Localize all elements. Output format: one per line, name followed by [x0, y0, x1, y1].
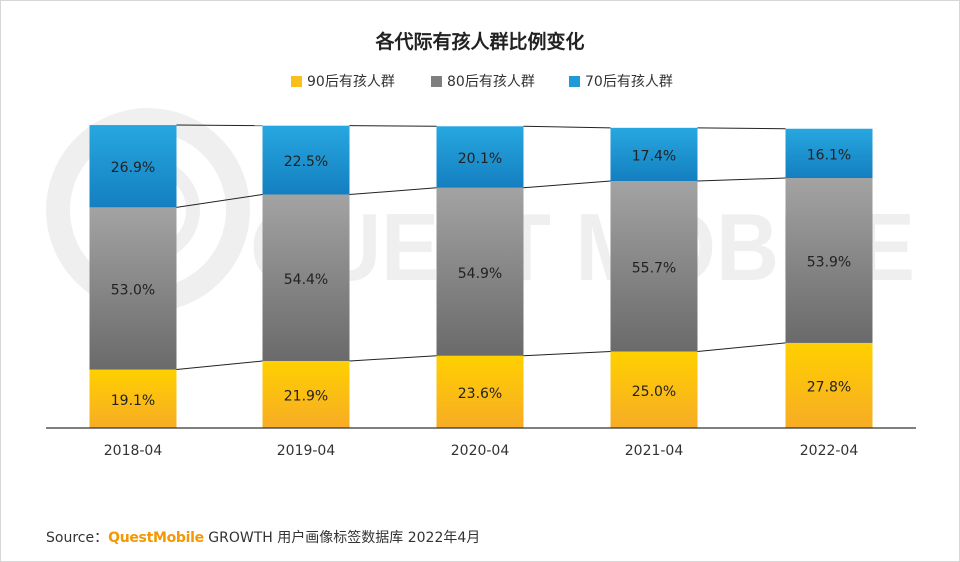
bar-y90-2020-04 — [436, 355, 524, 428]
bar-y70-2022-04 — [785, 128, 873, 178]
value-label-y70-2022-04: 16.1% — [807, 147, 851, 163]
x-tick-2019-04: 2019-04 — [277, 443, 336, 459]
source-note: Source：QuestMobile GROWTH 用户画像标签数据库 2022… — [46, 527, 480, 547]
connector-lines — [176, 124, 786, 371]
value-label-y70-2020-04: 20.1% — [458, 151, 502, 167]
legend-label-y80: 80后有孩人群 — [447, 74, 535, 90]
bar-y90-2018-04 — [89, 369, 177, 428]
connector-b2-2 — [523, 180, 611, 189]
legend-label-y70: 70后有孩人群 — [585, 74, 673, 90]
bar-y80-2021-04 — [610, 181, 698, 352]
value-label-y90-2018-04: 19.1% — [111, 393, 155, 409]
value-label-y80-2019-04: 54.4% — [284, 272, 328, 288]
connector-b3-0 — [176, 124, 263, 127]
value-label-y80-2022-04: 53.9% — [807, 254, 851, 270]
legend: 90后有孩人群 80后有孩人群 70后有孩人群 — [291, 74, 673, 90]
bar-y80-2020-04 — [436, 187, 524, 356]
x-axis-ticks: 2018-04 2019-04 2020-04 2021-04 2022-04 — [104, 443, 859, 459]
connector-b2-3 — [697, 177, 786, 182]
value-label-y80-2018-04: 53.0% — [111, 282, 155, 298]
value-label-y90-2019-04: 21.9% — [284, 388, 328, 404]
x-tick-2020-04: 2020-04 — [451, 443, 510, 459]
source-text: GROWTH 用户画像标签数据库 2022年4月 — [203, 530, 481, 546]
value-label-y70-2019-04: 22.5% — [284, 154, 328, 170]
value-label-y90-2022-04: 27.8% — [807, 379, 851, 395]
bar-y80-2019-04 — [262, 194, 350, 361]
value-label-y80-2021-04: 55.7% — [632, 260, 676, 276]
value-label-y80-2020-04: 54.9% — [458, 266, 502, 282]
value-label-y70-2021-04: 17.4% — [632, 148, 676, 164]
bar-y70-2018-04 — [89, 125, 177, 208]
bar-y90-2021-04 — [610, 351, 698, 428]
connector-b2-1 — [349, 187, 437, 196]
connector-b1-3 — [697, 342, 786, 352]
legend-swatch-y90 — [291, 76, 302, 87]
connector-b2-0 — [176, 194, 263, 208]
bar-y90-2019-04 — [262, 360, 350, 428]
connector-b1-2 — [523, 351, 611, 357]
bar-y80-2018-04 — [89, 207, 177, 370]
bars: 19.1% 53.0% 26.9% 21.9% 54.4% 22.5% 23.6% 54.9%… — [89, 125, 873, 428]
legend-swatch-y80 — [431, 76, 442, 87]
x-tick-2022-04: 2022-04 — [800, 443, 859, 459]
source-brand: QuestMobile — [108, 530, 204, 546]
x-tick-2018-04: 2018-04 — [104, 443, 163, 459]
bar-y70-2021-04 — [610, 127, 698, 182]
source-prefix: Source： — [46, 530, 109, 546]
connector-b1-0 — [176, 360, 263, 371]
value-label-y90-2020-04: 23.6% — [458, 386, 502, 402]
legend-label-y90: 90后有孩人群 — [307, 74, 395, 90]
value-label-y70-2018-04: 26.9% — [111, 160, 155, 176]
bar-y70-2020-04 — [436, 126, 524, 188]
value-label-y90-2021-04: 25.0% — [632, 384, 676, 400]
bar-y90-2022-04 — [785, 342, 873, 428]
bar-y70-2019-04 — [262, 125, 350, 195]
x-tick-2021-04: 2021-04 — [625, 443, 684, 459]
bar-y80-2022-04 — [785, 177, 873, 343]
connector-b3-1 — [349, 125, 437, 127]
chart-title: 各代际有孩人群比例变化 — [374, 30, 584, 53]
connector-b3-3 — [697, 127, 786, 130]
connector-b3-2 — [523, 125, 611, 129]
connector-b1-1 — [349, 355, 437, 362]
legend-swatch-y70 — [569, 76, 580, 87]
